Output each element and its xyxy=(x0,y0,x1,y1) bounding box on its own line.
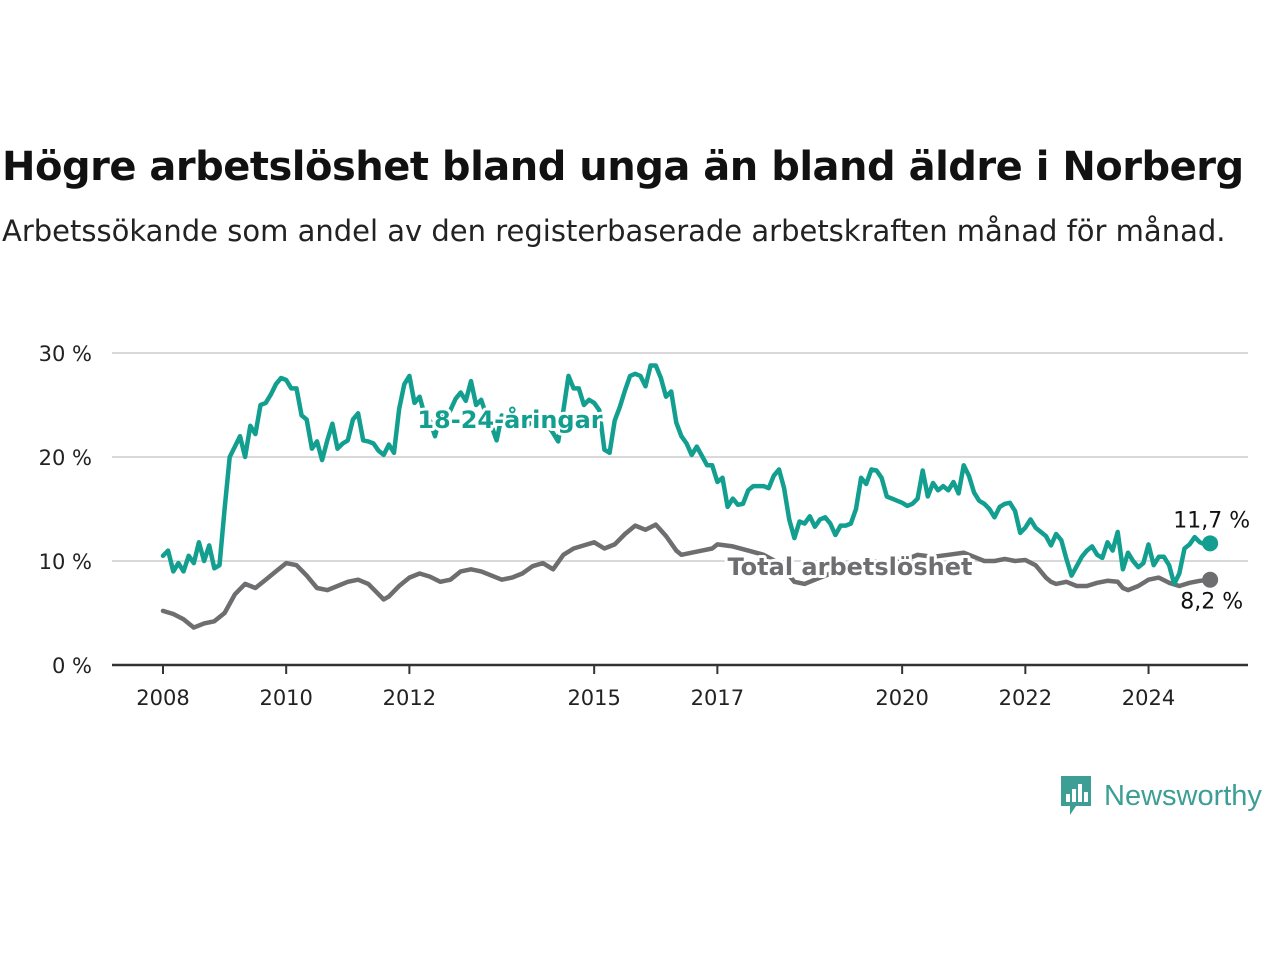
x-tick-label: 2024 xyxy=(1122,686,1175,710)
series-label-total: Total arbetslöshet xyxy=(727,553,972,581)
x-tick-label: 2015 xyxy=(567,686,620,710)
series-line-total xyxy=(160,522,1213,630)
y-tick-label: 10 % xyxy=(39,550,92,574)
end-label-youth: 11,7 % xyxy=(1173,508,1250,533)
chart-subtitle: Arbetssökande som andel av den registerb… xyxy=(2,214,1226,248)
series-label-youth: 18-24-åringar xyxy=(417,405,602,434)
x-tick-label: 2010 xyxy=(259,686,312,710)
end-point-youth xyxy=(1202,535,1219,552)
x-tick-label: 2022 xyxy=(999,686,1052,710)
gridlines xyxy=(112,352,1248,562)
x-tick-label: 2017 xyxy=(691,686,744,710)
x-tick-label: 2020 xyxy=(875,686,928,710)
newsworthy-logo-icon xyxy=(1061,776,1091,815)
end-label-total: 8,2 % xyxy=(1180,590,1243,615)
end-point-total xyxy=(1202,571,1219,588)
brand-name: Newsworthy xyxy=(1104,779,1262,812)
y-tick-label: 30 % xyxy=(39,342,92,366)
y-tick-label: 20 % xyxy=(39,446,92,470)
x-tick-label: 2012 xyxy=(383,686,436,710)
x-tick-label: 2008 xyxy=(136,686,189,710)
y-axis-tick-labels: 0 % 10 % 20 % 30 % xyxy=(39,342,92,678)
y-tick-label: 0 % xyxy=(52,654,92,678)
series-labels: 18-24-åringar Total arbetslöshet 11,7 % 8,2… xyxy=(414,402,1250,615)
chart-title: Högre arbetslöshet bland unga än bland ä… xyxy=(2,144,1244,190)
series-line-youth xyxy=(160,363,1213,587)
series-lines xyxy=(160,363,1219,630)
x-axis: 2008 2010 2012 2015 2017 2020 2022 2024 xyxy=(112,663,1248,710)
newsworthy-brand: Newsworthy xyxy=(1058,772,1262,820)
